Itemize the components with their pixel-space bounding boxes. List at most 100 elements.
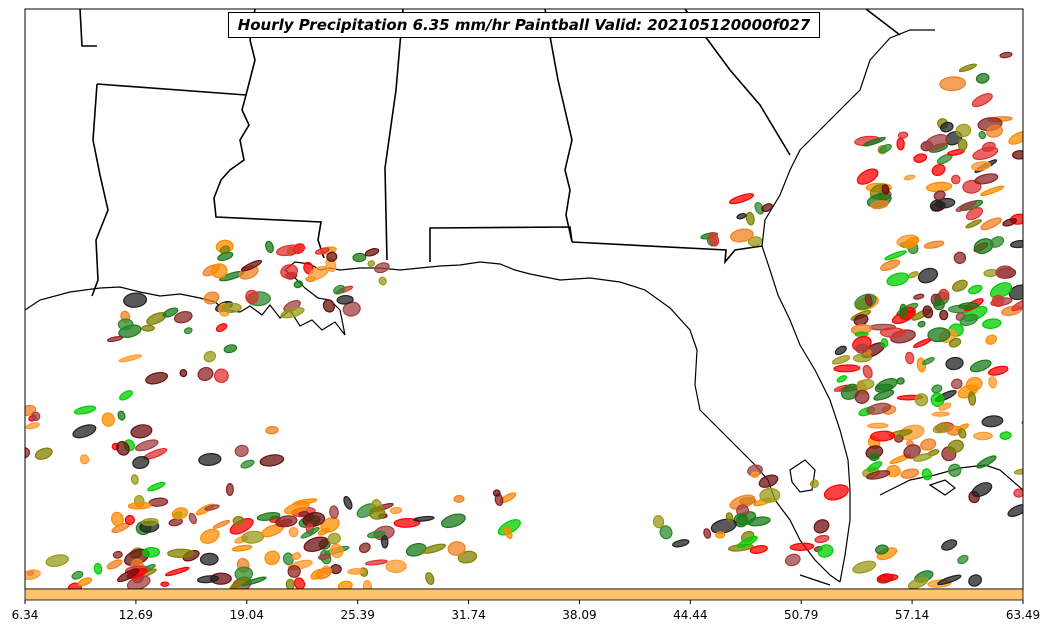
precip-blob	[988, 376, 998, 389]
mississippi-alabama-coast	[399, 261, 531, 275]
georgia-south-carolina-boundary	[684, 9, 791, 156]
precip-blob	[116, 440, 130, 456]
precip-blob	[970, 161, 991, 171]
colorbar-tick-label: 44.44	[673, 608, 708, 622]
precip-blob	[923, 240, 945, 249]
precip-blob	[256, 512, 281, 521]
precip-blob	[302, 512, 326, 527]
precip-blob	[329, 543, 344, 559]
precip-blob	[264, 550, 280, 566]
precip-blob	[285, 578, 295, 589]
precip-blob	[167, 548, 195, 559]
precip-blob	[101, 412, 115, 427]
precip-blob	[913, 153, 928, 163]
precip-blob	[965, 207, 984, 221]
south-carolina-north	[865, 9, 901, 36]
colorbar-tick-label: 50.79	[784, 608, 819, 622]
precip-blob	[937, 574, 962, 586]
precip-blob	[914, 393, 929, 407]
precip-blob	[921, 468, 933, 481]
precip-blob	[874, 378, 898, 393]
precip-blob	[728, 193, 755, 205]
precip-blob	[123, 292, 148, 308]
texas-coast	[25, 286, 216, 311]
precip-blob	[877, 573, 899, 582]
precip-blob	[265, 240, 274, 254]
precip-blob	[25, 446, 31, 460]
colorbar-tick-label: 38.09	[562, 608, 597, 622]
precip-blob	[866, 402, 892, 415]
precip-blob	[991, 294, 1005, 308]
precip-blob	[912, 338, 932, 349]
precip-blob	[867, 422, 889, 429]
colorbar-tick-label: 57.14	[894, 608, 930, 622]
mississippi-alabama-boundary	[384, 9, 404, 261]
precip-blob	[947, 439, 964, 453]
precip-blob	[730, 228, 754, 243]
precip-blob	[362, 579, 373, 589]
precip-blob	[879, 143, 892, 154]
precip-blob	[358, 542, 371, 554]
lake-okeechobee	[789, 459, 816, 493]
precip-blob	[141, 517, 159, 526]
precip-blob	[955, 200, 977, 212]
precip-blob	[975, 72, 990, 84]
precip-blob	[1012, 150, 1023, 160]
precip-blob	[110, 511, 124, 527]
precip-blob	[917, 267, 939, 284]
precip-blob	[367, 260, 376, 267]
florida-panhandle-coast	[529, 273, 841, 583]
state-boundaries	[79, 9, 901, 297]
precipitation-contours	[25, 51, 1023, 589]
precip-blob	[385, 559, 407, 574]
precip-blob	[347, 568, 365, 575]
precip-blob	[896, 377, 905, 385]
precip-blob	[980, 185, 1005, 197]
precip-blob	[229, 577, 248, 589]
precip-blob	[1008, 284, 1023, 301]
precip-blob	[327, 532, 341, 545]
precip-blob	[164, 566, 190, 577]
precip-blob	[905, 351, 915, 365]
precip-blob	[214, 368, 229, 384]
precip-blob	[503, 526, 513, 540]
colorbar	[24, 588, 1024, 601]
precip-blob	[364, 559, 388, 566]
precip-blob	[343, 495, 353, 510]
precip-blob	[231, 544, 253, 552]
precip-blob	[326, 251, 338, 263]
precip-blob	[241, 530, 265, 544]
precip-blob	[333, 284, 346, 295]
precip-blob	[708, 232, 720, 247]
precip-blob	[672, 539, 690, 548]
precip-blob	[965, 219, 982, 229]
precip-blob	[879, 327, 906, 338]
precip-blob	[188, 512, 197, 525]
florida-keys	[799, 574, 831, 586]
precip-blob	[987, 365, 1009, 376]
precip-blob	[862, 364, 873, 379]
precip-blob	[974, 173, 999, 185]
precip-blob	[725, 512, 734, 522]
precip-blob	[866, 470, 891, 480]
precip-blob	[34, 447, 53, 460]
precip-blob	[25, 569, 41, 581]
precip-blob	[921, 356, 935, 366]
precip-blob	[903, 174, 916, 181]
precip-blob	[981, 415, 1004, 428]
precip-blob	[761, 203, 773, 213]
precip-blob	[899, 303, 908, 319]
precip-blob	[198, 453, 222, 466]
precip-blob	[831, 355, 851, 365]
precip-blob	[913, 453, 933, 462]
precip-blob	[1013, 468, 1023, 475]
precip-blob	[79, 454, 90, 465]
precip-blob	[982, 318, 1002, 330]
precip-blob	[457, 550, 478, 564]
precip-blob	[393, 517, 421, 528]
precip-blob	[148, 497, 169, 507]
precip-blob	[924, 134, 949, 151]
precip-blob	[784, 553, 801, 567]
